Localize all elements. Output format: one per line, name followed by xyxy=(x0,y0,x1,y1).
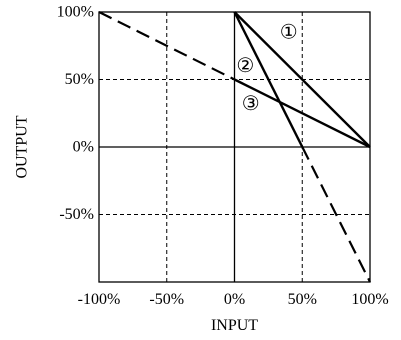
x-axis-title: INPUT xyxy=(211,317,258,334)
series-line-1 xyxy=(233,11,371,148)
series-marker-label-3: ③ xyxy=(242,93,260,115)
y-axis-title: OUTPUT xyxy=(14,115,31,178)
x-tick-label: 100% xyxy=(351,291,388,308)
series xyxy=(98,11,371,283)
x-tick-label: 50% xyxy=(288,291,317,308)
y-tick-label: -50% xyxy=(59,206,94,223)
series-dashed-extension-3 xyxy=(98,11,235,81)
y-tick-label: 50% xyxy=(65,71,94,88)
series-marker-label-1: ① xyxy=(280,21,298,43)
x-tick-label: -100% xyxy=(78,291,121,308)
x-tick-label: 0% xyxy=(224,291,245,308)
series-dashed-extension-4 xyxy=(301,146,371,283)
y-tick-label: 0% xyxy=(73,139,94,156)
x-tick-label: -50% xyxy=(149,291,184,308)
series-marker-label-2: ② xyxy=(236,55,254,77)
series-line-3 xyxy=(233,78,371,149)
series-line-2 xyxy=(233,11,304,148)
tick-labels: -100% -50% 0% 50% 100% 100% 50% 0% -50% xyxy=(57,4,389,309)
y-tick-label: 100% xyxy=(57,4,94,21)
series-markers: ① ② ③ xyxy=(236,21,297,115)
